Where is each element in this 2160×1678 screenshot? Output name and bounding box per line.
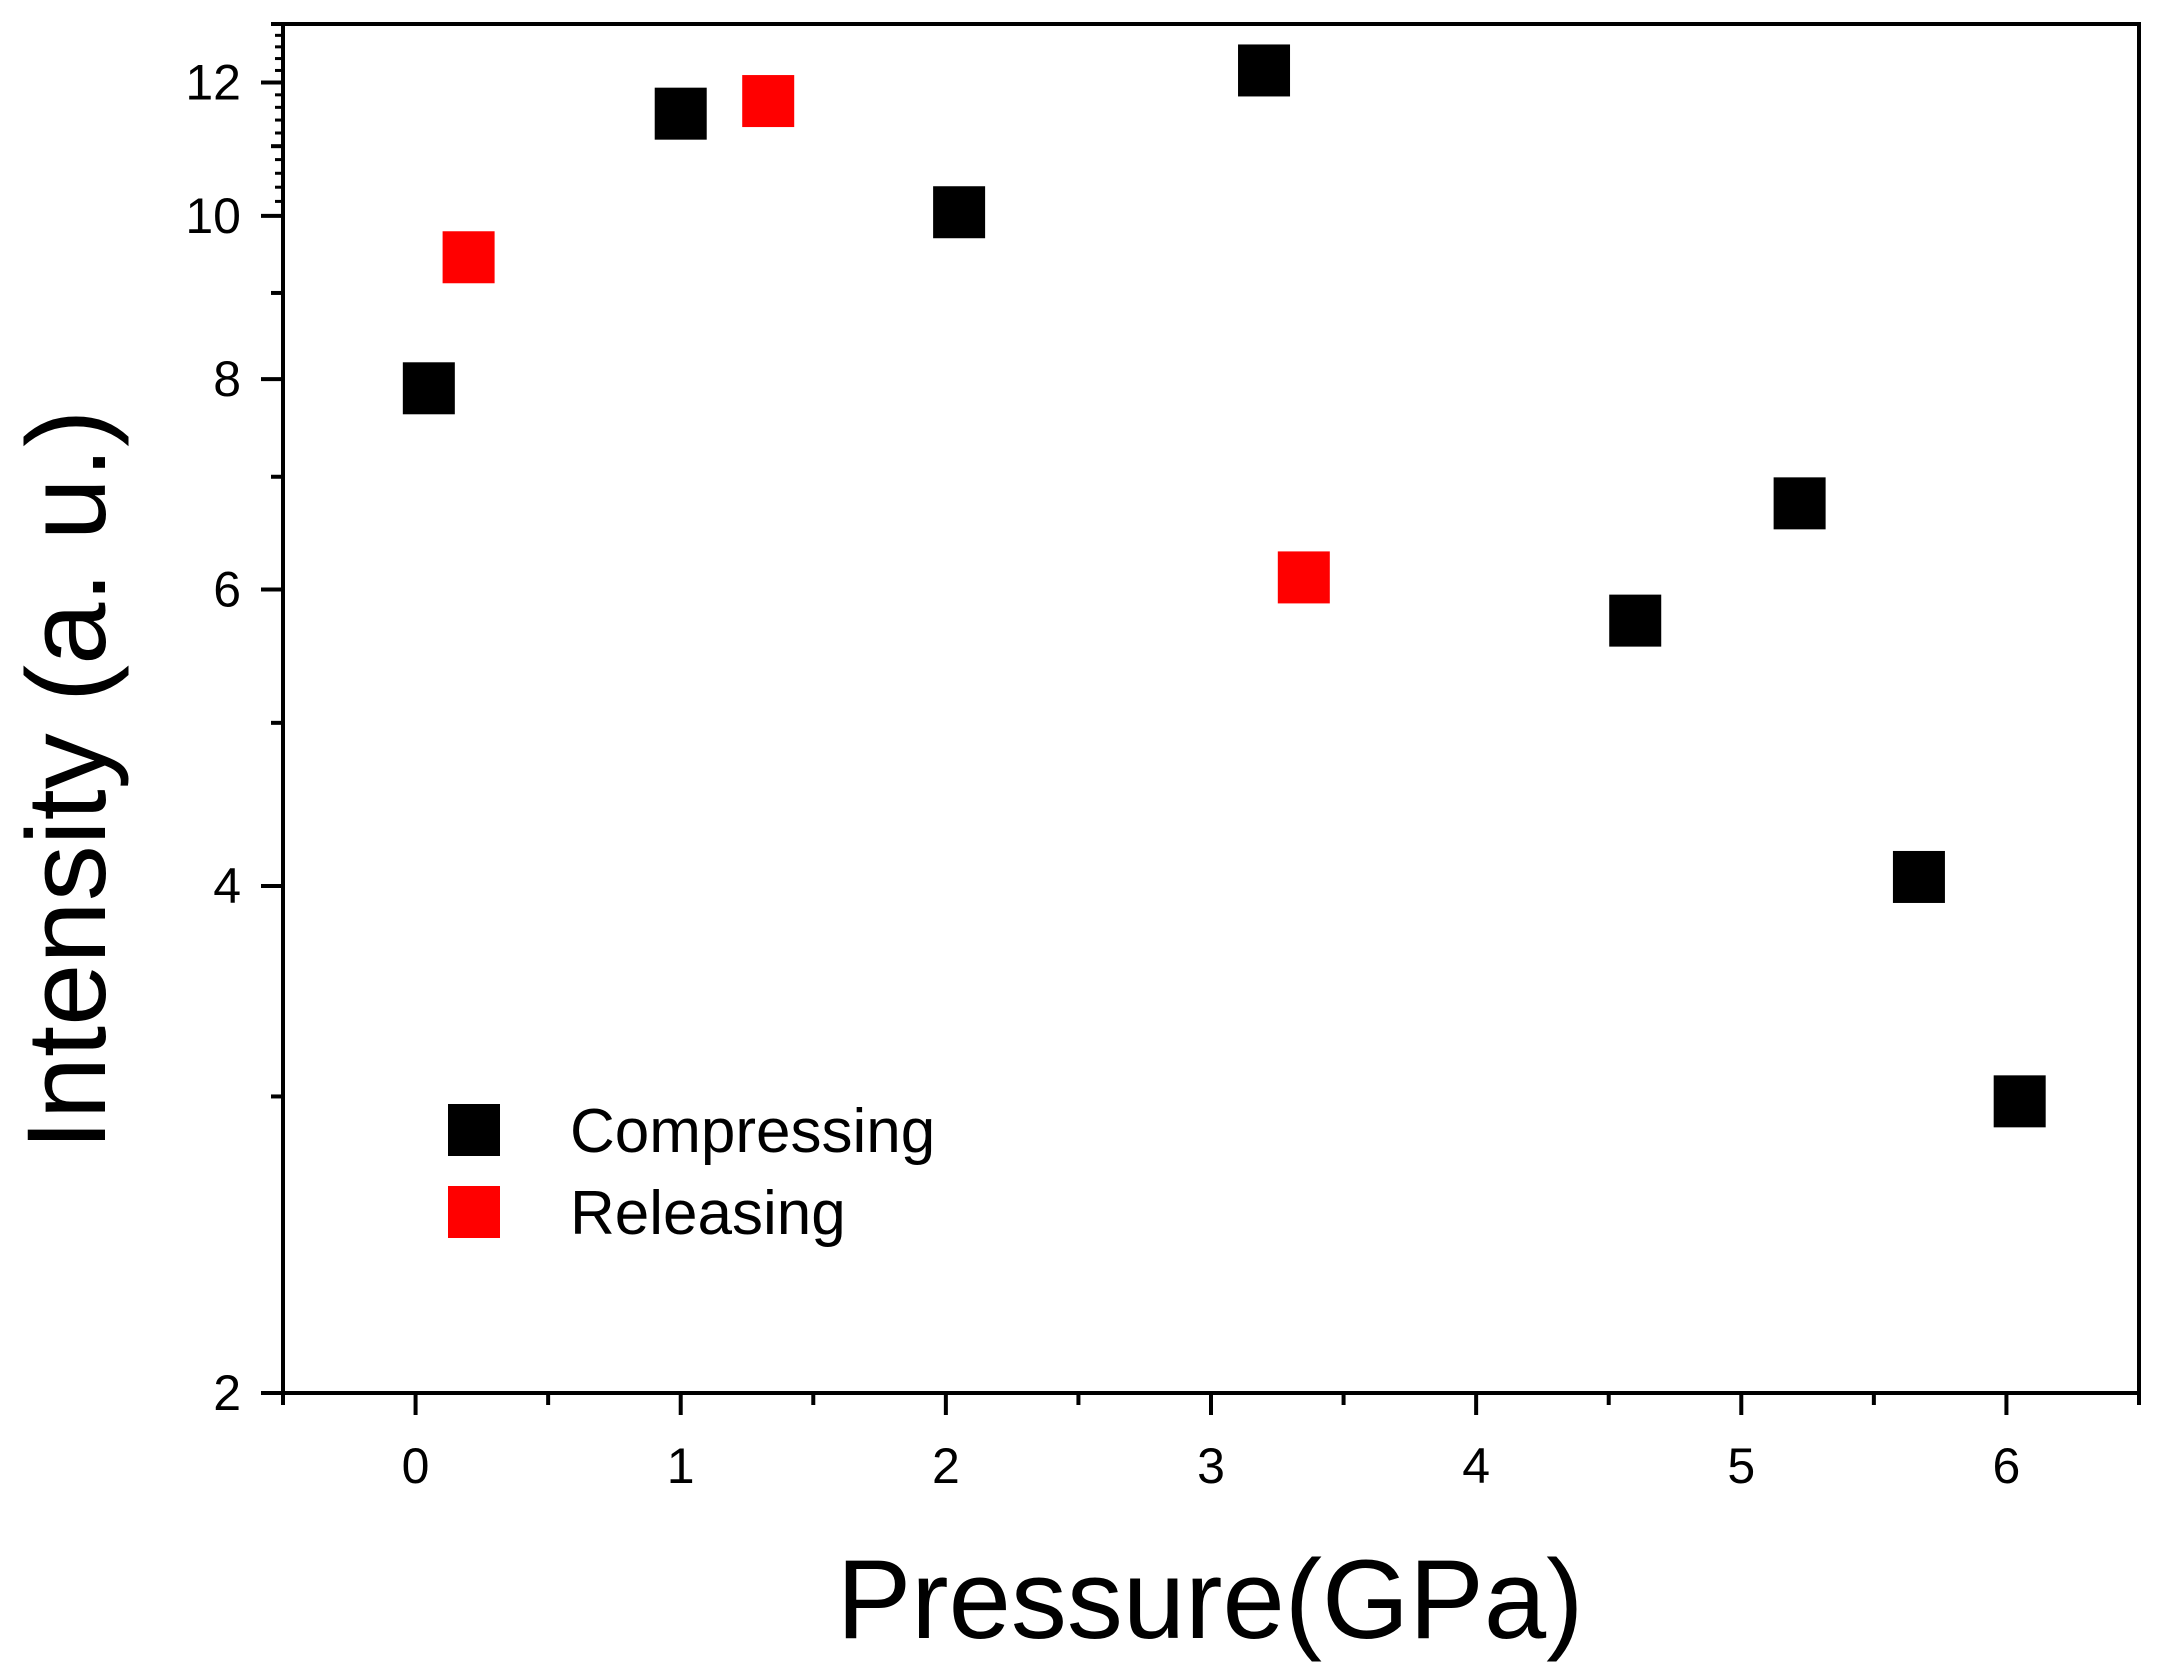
data-point-releasing <box>442 231 495 284</box>
y-tick-label: 2 <box>213 1365 241 1421</box>
x-tick-label: 0 <box>402 1438 430 1494</box>
y-tick-label: 10 <box>185 188 241 244</box>
data-point-compressing <box>1892 850 1945 903</box>
x-tick-label: 3 <box>1197 1438 1225 1494</box>
legend-label-releasing: Releasing <box>570 1179 846 1248</box>
legend-marker-releasing <box>448 1186 500 1238</box>
y-axis-title: Intensity (a. u.) <box>4 410 129 1151</box>
y-tick-label: 6 <box>213 561 241 617</box>
legend: Compressing Releasing <box>448 1097 935 1248</box>
plot-frame <box>281 22 2141 1395</box>
x-tick-label: 6 <box>1993 1438 2021 1494</box>
axis-ticks <box>261 22 2141 1415</box>
data-point-compressing <box>933 186 986 239</box>
legend-marker-compressing <box>448 1104 500 1156</box>
data-point-compressing <box>1993 1075 2046 1128</box>
y-tick-label: 12 <box>185 55 241 111</box>
x-tick-label: 4 <box>1462 1438 1490 1494</box>
data-points <box>402 44 2046 1128</box>
y-tick-label: 4 <box>213 858 241 914</box>
y-tick-label: 8 <box>213 351 241 407</box>
data-point-compressing <box>402 362 455 415</box>
x-tick-label: 1 <box>667 1438 695 1494</box>
data-point-releasing <box>1277 551 1330 604</box>
data-point-compressing <box>1773 477 1826 530</box>
x-tick-label: 5 <box>1727 1438 1755 1494</box>
legend-label-compressing: Compressing <box>570 1097 935 1166</box>
data-point-releasing <box>742 75 795 128</box>
x-tick-label: 2 <box>932 1438 960 1494</box>
data-point-compressing <box>1609 594 1662 647</box>
data-point-compressing <box>1238 44 1291 97</box>
data-point-compressing <box>654 87 707 140</box>
x-axis-title: Pressure(GPa) <box>837 1537 1584 1662</box>
